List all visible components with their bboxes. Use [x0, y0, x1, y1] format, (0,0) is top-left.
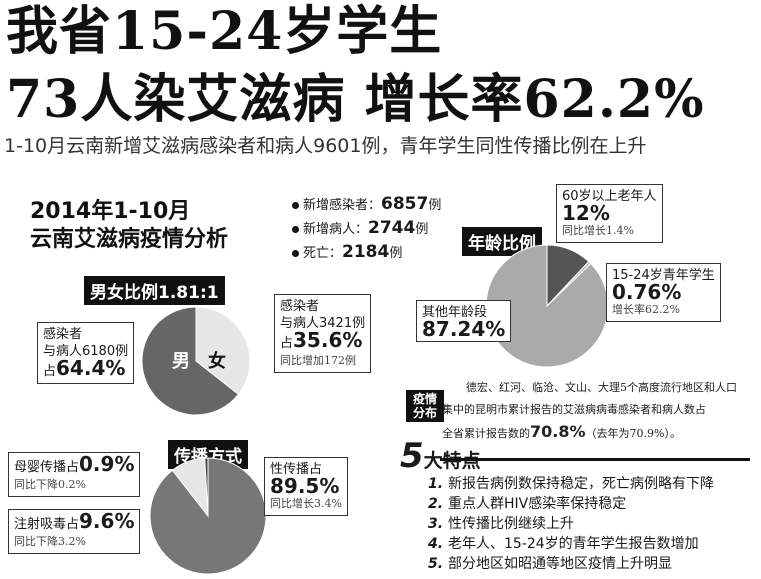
panel-title-line1: 2014年1-10月: [30, 199, 191, 224]
age-pie: [485, 244, 609, 368]
stat-unit: 例: [389, 246, 403, 261]
youth-note: 增长率62.2%: [612, 303, 680, 316]
list-item-text: 老年人、15-24岁的青年学生报告数增加: [448, 536, 699, 552]
stat-value: 6857: [381, 194, 429, 214]
other-age-label: 其他年龄段: [422, 305, 488, 320]
stat-label: 死亡：: [303, 246, 343, 261]
distribution-tag: 疫情分布: [406, 390, 444, 422]
features-divider: [440, 458, 750, 461]
youth-pct: 0.76%: [612, 280, 682, 304]
female-callout: 感染者 与病人3421例 占35.6% 同比增加172例: [274, 294, 372, 373]
stat-label: 新增病人：: [303, 222, 369, 237]
other-age-callout: 其他年龄段 87.24%: [416, 300, 512, 342]
features-title-text: 大特点: [423, 450, 481, 472]
distribution-line2: 集中的昆明市累计报告的艾滋病病毒感染者和病人数占: [442, 403, 706, 416]
features-title: 5大特点: [400, 438, 481, 474]
female-note: 同比增加172例: [280, 354, 356, 367]
mother-pct: 0.9%: [79, 452, 135, 476]
mother-note: 同比下降0.2%: [14, 478, 86, 491]
old-age-note: 同比增长1.4%: [562, 224, 634, 237]
stat-new-patients: 新增病人：2744例: [292, 217, 441, 241]
male-label: 男: [172, 351, 190, 372]
pie-slice-male: [141, 306, 240, 416]
list-item: 3. 性传播比例继续上升: [428, 514, 714, 534]
distribution-line3-prefix: 全省累计报告数的: [442, 427, 530, 440]
male-callout-text2: 与病人6180例: [43, 344, 129, 359]
list-item-number: 5.: [428, 556, 444, 572]
female-label: 女: [208, 350, 226, 372]
list-item: 4. 老年人、15-24岁的青年学生报告数增加: [428, 534, 714, 554]
list-item-number: 4.: [428, 536, 444, 552]
list-item-text: 重点人群HIV感染率保持稳定: [448, 496, 627, 512]
distribution-line3-suffix: （去年为70.9%）。: [585, 427, 681, 440]
mother-label: 母婴传播占: [14, 460, 80, 475]
female-callout-text2: 与病人3421例: [280, 316, 366, 331]
features-number: 5: [400, 436, 424, 476]
youth-callout: 15-24岁青年学生 0.76% 增长率62.2%: [606, 263, 721, 322]
list-item: 5. 部分地区如昭通等地区疫情上升明显: [428, 554, 714, 574]
list-item: 1. 新报告病例数保持稳定，死亡病例略有下降: [428, 474, 714, 494]
stat-value: 2744: [368, 218, 416, 238]
youth-label: 15-24岁青年学生: [612, 268, 715, 283]
headline-line1: 我省15-24岁学生: [6, 1, 443, 62]
sex-label: 性传播占: [270, 462, 323, 477]
headline-line2: 73人染艾滋病 增长率62.2%: [6, 69, 705, 130]
male-callout: 感染者 与病人6180例 占64.4%: [37, 322, 135, 384]
stat-deaths: 死亡：2184例: [292, 241, 441, 265]
distribution-text: 德宏、红河、临沧、文山、大理5个高度流行地区和人口 集中的昆明市累计报告的艾滋病…: [442, 377, 737, 445]
stat-unit: 例: [428, 198, 442, 213]
list-item-text: 部分地区如昭通等地区疫情上升明显: [448, 556, 672, 572]
drug-pct: 9.6%: [79, 509, 135, 533]
sex-note: 同比增长3.4%: [270, 497, 342, 510]
male-callout-text1: 感染者: [43, 327, 83, 342]
stats-list: 新增感染者：6857例 新增病人：2744例 死亡：2184例: [292, 193, 441, 265]
old-age-pct: 12%: [562, 201, 610, 225]
drug-label: 注射吸毒占: [14, 517, 80, 532]
list-item-number: 2.: [428, 496, 444, 512]
stat-label: 新增感染者：: [303, 198, 382, 213]
mother-callout: 母婴传播占0.9% 同比下降0.2%: [8, 452, 141, 497]
gender-ratio-tag: 男女比例1.81:1: [84, 276, 225, 305]
stat-new-infected: 新增感染者：6857例: [292, 193, 441, 217]
list-item-number: 3.: [428, 516, 444, 532]
stat-unit: 例: [415, 222, 429, 237]
list-item-text: 新报告病例数保持稳定，死亡病例略有下降: [448, 476, 714, 492]
distribution-pct: 70.8%: [530, 422, 586, 441]
gender-pie: 男 女: [141, 306, 251, 416]
pie-slice-mother-infant: [204, 457, 209, 517]
male-pct: 64.4%: [56, 356, 126, 380]
drug-callout: 注射吸毒占9.6% 同比下降3.2%: [8, 509, 141, 554]
list-item: 2. 重点人群HIV感染率保持稳定: [428, 494, 714, 514]
bullet-icon: [292, 250, 299, 257]
sex-callout: 性传播占 89.5% 同比增长3.4%: [264, 457, 348, 516]
sex-pct: 89.5%: [270, 474, 340, 498]
pie-slice-female: [195, 306, 251, 396]
male-pct-prefix: 占: [43, 364, 57, 379]
other-age-pct: 87.24%: [422, 317, 506, 341]
female-pct-prefix: 占: [280, 336, 294, 351]
distribution-line1: 德宏、红河、临沧、文山、大理5个高度流行地区和人口: [466, 381, 737, 394]
list-item-text: 性传播比例继续上升: [448, 516, 574, 532]
female-pct: 35.6%: [293, 328, 363, 352]
transmission-pie: [149, 457, 267, 575]
old-age-label: 60岁以上老年人: [562, 189, 657, 204]
features-list: 1. 新报告病例数保持稳定，死亡病例略有下降 2. 重点人群HIV感染率保持稳定 3…: [428, 474, 714, 574]
age-ratio-tag: 年龄比例: [462, 227, 542, 256]
female-callout-text1: 感染者: [280, 299, 320, 314]
subtitle: 1-10月云南新增艾滋病感染者和病人9601例，青年学生同性传播比例在上升: [4, 135, 647, 157]
stat-value: 2184: [342, 242, 390, 262]
old-age-callout: 60岁以上老年人 12% 同比增长1.4%: [556, 184, 663, 243]
panel-title-line2: 云南艾滋病疫情分析: [30, 227, 229, 252]
bullet-icon: [292, 226, 299, 233]
drug-note: 同比下降3.2%: [14, 535, 86, 548]
list-item-number: 1.: [428, 476, 444, 492]
bullet-icon: [292, 202, 299, 209]
